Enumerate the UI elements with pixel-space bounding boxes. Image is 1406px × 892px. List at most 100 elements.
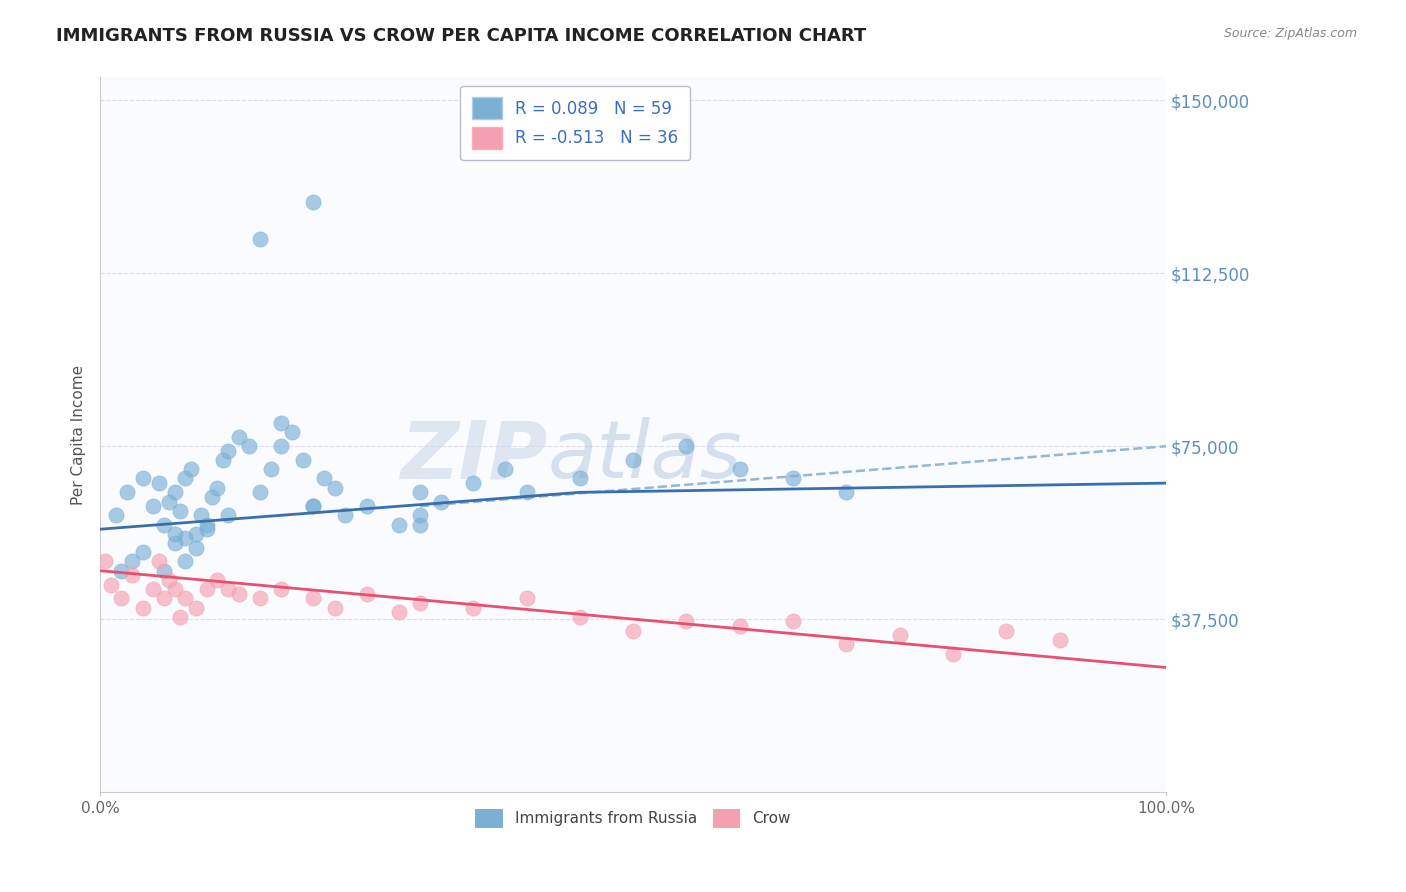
Point	[153, 517, 176, 532]
Point	[889, 628, 911, 642]
Point	[260, 462, 283, 476]
Point	[312, 471, 335, 485]
Point	[174, 471, 197, 485]
Point	[515, 485, 537, 500]
Point	[174, 532, 197, 546]
Point	[163, 536, 186, 550]
Point	[782, 615, 804, 629]
Point	[105, 508, 128, 523]
Point	[356, 587, 378, 601]
Point	[184, 541, 207, 555]
Point	[121, 554, 143, 568]
Point	[323, 481, 346, 495]
Point	[148, 554, 170, 568]
Point	[228, 587, 250, 601]
Point	[302, 591, 325, 606]
Point	[430, 494, 453, 508]
Point	[184, 600, 207, 615]
Point	[1049, 632, 1071, 647]
Point	[217, 582, 239, 596]
Point	[201, 490, 224, 504]
Point	[835, 637, 858, 651]
Point	[148, 476, 170, 491]
Point	[207, 573, 229, 587]
Point	[249, 485, 271, 500]
Point	[335, 508, 357, 523]
Point	[249, 232, 271, 246]
Point	[270, 416, 292, 430]
Point	[782, 471, 804, 485]
Point	[270, 439, 292, 453]
Point	[302, 194, 325, 209]
Point	[195, 582, 218, 596]
Point	[195, 517, 218, 532]
Point	[169, 609, 191, 624]
Point	[190, 508, 212, 523]
Point	[153, 564, 176, 578]
Point	[409, 517, 432, 532]
Point	[409, 596, 432, 610]
Point	[184, 526, 207, 541]
Point	[388, 605, 411, 619]
Point	[238, 439, 260, 453]
Point	[356, 499, 378, 513]
Point	[302, 499, 325, 513]
Point	[174, 554, 197, 568]
Point	[132, 471, 155, 485]
Point	[568, 471, 591, 485]
Point	[94, 554, 117, 568]
Point	[217, 508, 239, 523]
Point	[270, 582, 292, 596]
Point	[249, 591, 271, 606]
Point	[835, 485, 858, 500]
Point	[463, 476, 485, 491]
Point	[110, 591, 132, 606]
Legend: Immigrants from Russia, Crow: Immigrants from Russia, Crow	[470, 803, 797, 834]
Point	[163, 582, 186, 596]
Point	[174, 591, 197, 606]
Point	[207, 481, 229, 495]
Point	[568, 609, 591, 624]
Point	[157, 494, 180, 508]
Point	[211, 453, 233, 467]
Point	[463, 600, 485, 615]
Point	[132, 545, 155, 559]
Point	[675, 615, 697, 629]
Point	[409, 508, 432, 523]
Point	[153, 591, 176, 606]
Text: Source: ZipAtlas.com: Source: ZipAtlas.com	[1223, 27, 1357, 40]
Point	[157, 573, 180, 587]
Point	[163, 526, 186, 541]
Point	[494, 462, 516, 476]
Text: ZIP: ZIP	[401, 417, 548, 495]
Point	[409, 485, 432, 500]
Point	[621, 453, 644, 467]
Y-axis label: Per Capita Income: Per Capita Income	[72, 365, 86, 505]
Point	[142, 582, 165, 596]
Point	[388, 517, 411, 532]
Point	[515, 591, 537, 606]
Text: IMMIGRANTS FROM RUSSIA VS CROW PER CAPITA INCOME CORRELATION CHART: IMMIGRANTS FROM RUSSIA VS CROW PER CAPIT…	[56, 27, 866, 45]
Point	[169, 504, 191, 518]
Point	[675, 439, 697, 453]
Point	[291, 453, 314, 467]
Point	[100, 577, 122, 591]
Point	[281, 425, 304, 440]
Point	[728, 462, 751, 476]
Point	[323, 600, 346, 615]
Point	[728, 619, 751, 633]
Point	[228, 430, 250, 444]
Point	[217, 443, 239, 458]
Point	[121, 568, 143, 582]
Point	[302, 499, 325, 513]
Point	[142, 499, 165, 513]
Point	[195, 522, 218, 536]
Point	[132, 600, 155, 615]
Text: atlas: atlas	[548, 417, 742, 495]
Point	[163, 485, 186, 500]
Point	[621, 624, 644, 638]
Point	[110, 564, 132, 578]
Point	[995, 624, 1018, 638]
Point	[115, 485, 138, 500]
Point	[180, 462, 202, 476]
